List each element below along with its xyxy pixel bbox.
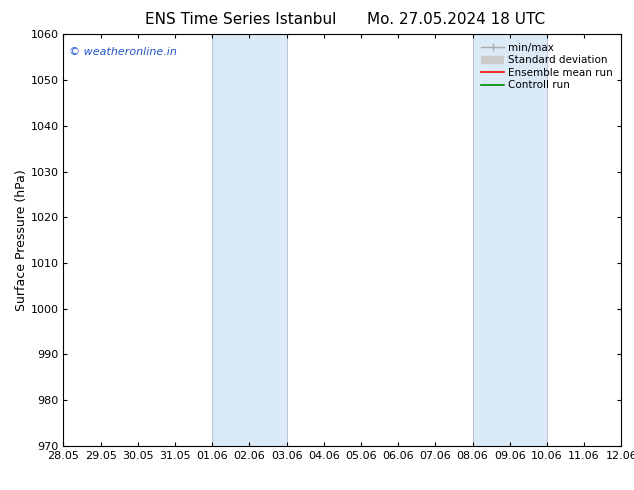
Bar bbox=[472, 34, 547, 446]
Bar bbox=[212, 34, 287, 446]
Y-axis label: Surface Pressure (hPa): Surface Pressure (hPa) bbox=[15, 169, 28, 311]
Text: Mo. 27.05.2024 18 UTC: Mo. 27.05.2024 18 UTC bbox=[368, 12, 545, 27]
Text: © weatheronline.in: © weatheronline.in bbox=[69, 47, 177, 57]
Legend: min/max, Standard deviation, Ensemble mean run, Controll run: min/max, Standard deviation, Ensemble me… bbox=[478, 40, 616, 94]
Text: ENS Time Series Istanbul: ENS Time Series Istanbul bbox=[145, 12, 337, 27]
